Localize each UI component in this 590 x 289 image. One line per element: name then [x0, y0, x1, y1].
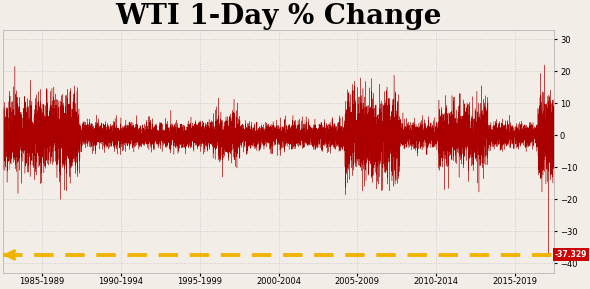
Text: -37.329: -37.329 [555, 250, 587, 260]
Title: WTI 1-Day % Change: WTI 1-Day % Change [115, 3, 442, 30]
